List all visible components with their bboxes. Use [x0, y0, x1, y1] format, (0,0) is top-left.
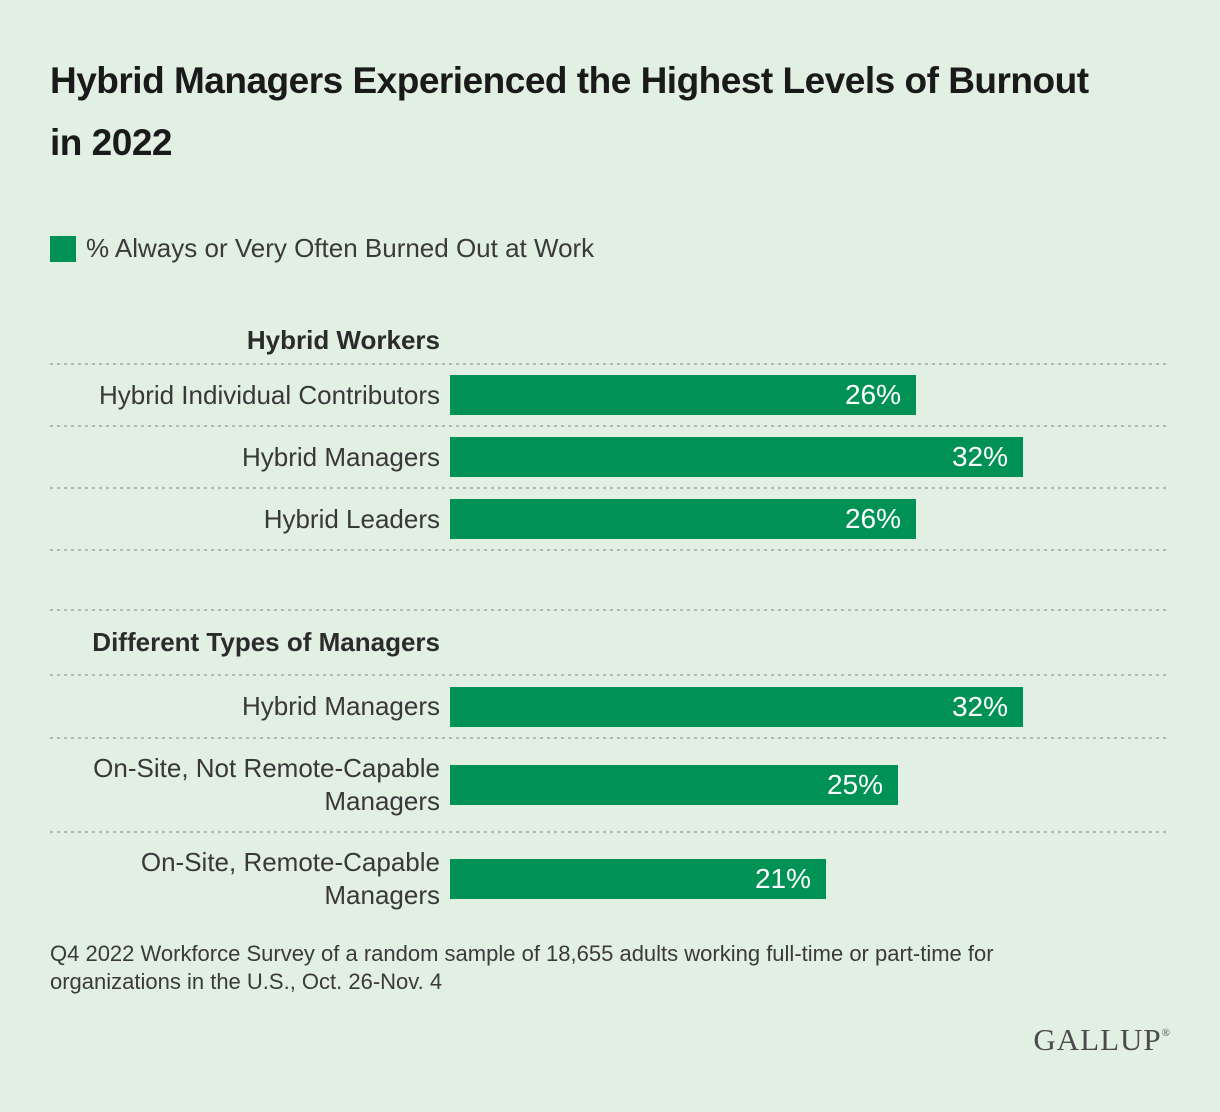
- bar-group-hybrid-workers: Hybrid Workers Hybrid Individual Contrib…: [20, 318, 1170, 551]
- bar: 32%: [450, 437, 1023, 477]
- bar-row-label: On-Site, Remote-Capable Managers: [140, 847, 440, 910]
- bar-row: Hybrid Leaders 26%: [20, 489, 1170, 549]
- legend: % Always or Very Often Burned Out at Wor…: [50, 233, 594, 264]
- gallup-logo: GALLUP®: [1033, 1022, 1170, 1058]
- dotted-separator: [50, 831, 1170, 833]
- dotted-separator: [50, 549, 1170, 551]
- bar-area: 26%: [450, 365, 1170, 425]
- gallup-logo-text: GALLUP: [1033, 1022, 1162, 1057]
- footnote: Q4 2022 Workforce Survey of a random sam…: [50, 941, 994, 994]
- bar-area: 21%: [450, 833, 1170, 925]
- bar-row-label: Hybrid Individual Contributors: [98, 379, 440, 410]
- bar-area: 32%: [450, 676, 1170, 737]
- dotted-separator: [50, 425, 1170, 427]
- bar-row-label: Hybrid Leaders: [263, 503, 440, 534]
- bar-value-label: 26%: [844, 503, 901, 534]
- group-header: Different Types of Managers: [92, 627, 440, 657]
- bar: 26%: [450, 375, 916, 415]
- bar-row: On-Site, Not Remote-Capable Managers 25%: [20, 739, 1170, 831]
- bar-row: Hybrid Managers 32%: [20, 676, 1170, 737]
- dotted-separator: [50, 363, 1170, 365]
- bar-value-label: 32%: [951, 441, 1008, 472]
- bar: 32%: [450, 686, 1023, 727]
- bar: 21%: [450, 859, 826, 899]
- bar-value-label: 32%: [951, 690, 1008, 722]
- bar-row-label: Hybrid Managers: [242, 691, 440, 721]
- legend-label: % Always or Very Often Burned Out at Wor…: [86, 233, 595, 263]
- dotted-separator: [50, 609, 1170, 611]
- bar-row-label: Hybrid Managers: [242, 441, 440, 472]
- bar-value-label: 26%: [844, 379, 901, 410]
- chart-title: Hybrid Managers Experienced the Highest …: [50, 60, 1089, 163]
- dotted-separator: [50, 737, 1170, 739]
- bar: 26%: [450, 499, 916, 539]
- bar-area: 32%: [450, 427, 1170, 487]
- dotted-separator: [50, 487, 1170, 489]
- bar-row: Hybrid Individual Contributors 26%: [20, 365, 1170, 425]
- bar-area: 26%: [450, 489, 1170, 549]
- bar-row: On-Site, Remote-Capable Managers 21%: [20, 833, 1170, 925]
- bar-value-label: 25%: [826, 769, 883, 800]
- legend-swatch-icon: [50, 235, 76, 262]
- bar-group-manager-types: Different Types of Managers Hybrid Manag…: [20, 609, 1170, 925]
- dotted-separator: [50, 674, 1170, 676]
- bar-value-label: 21%: [754, 863, 811, 894]
- bar-row-label: On-Site, Not Remote-Capable Managers: [93, 753, 440, 816]
- bar-area: 25%: [450, 739, 1170, 831]
- registered-trademark-icon: ®: [1161, 1027, 1170, 1039]
- group-header: Hybrid Workers: [246, 325, 440, 355]
- bar-row: Hybrid Managers 32%: [20, 427, 1170, 487]
- bar: 25%: [450, 765, 898, 805]
